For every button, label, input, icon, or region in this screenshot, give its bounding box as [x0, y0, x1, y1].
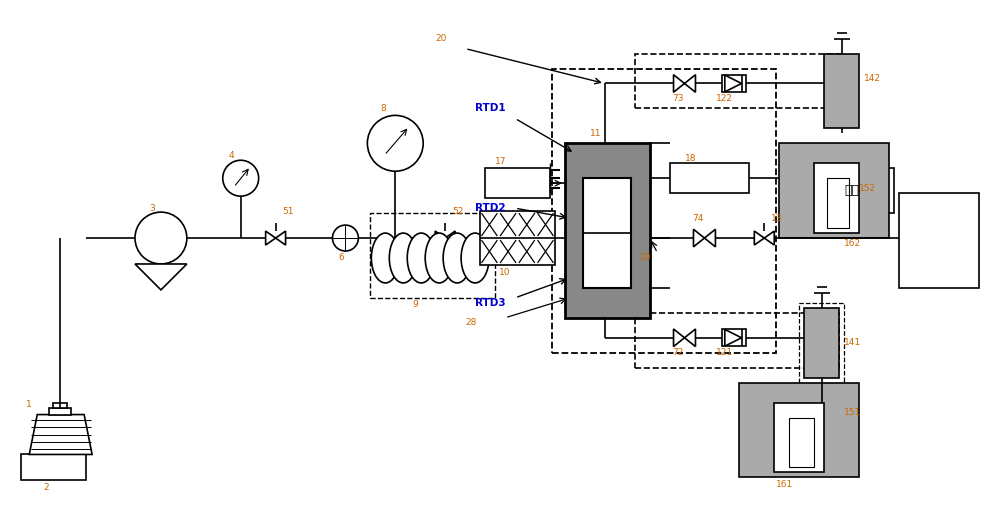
Text: RTD2: RTD2	[475, 203, 506, 213]
Bar	[583, 178, 631, 288]
Bar	[804, 308, 839, 378]
Ellipse shape	[425, 233, 453, 283]
Bar	[789, 418, 814, 467]
Polygon shape	[693, 229, 704, 247]
Ellipse shape	[443, 233, 471, 283]
Polygon shape	[684, 75, 695, 92]
Text: 1: 1	[26, 400, 32, 409]
Bar	[899, 193, 979, 288]
Text: 162: 162	[844, 239, 861, 248]
Text: 9: 9	[412, 301, 418, 309]
Text: 122: 122	[716, 94, 733, 103]
Bar	[774, 403, 824, 472]
Text: RTD1: RTD1	[475, 104, 506, 113]
Bar	[565, 143, 650, 318]
Bar	[635, 53, 844, 108]
Polygon shape	[276, 231, 286, 245]
Polygon shape	[722, 75, 746, 92]
Polygon shape	[29, 415, 92, 455]
Text: 18: 18	[684, 154, 696, 163]
Polygon shape	[266, 231, 276, 245]
Text: 29: 29	[640, 253, 651, 263]
Text: 13: 13	[771, 213, 783, 223]
Bar	[635, 313, 839, 368]
Text: 52: 52	[452, 207, 464, 215]
Polygon shape	[445, 231, 455, 245]
Ellipse shape	[461, 233, 489, 283]
Polygon shape	[674, 329, 684, 347]
Bar	[670, 163, 749, 193]
Text: 152: 152	[859, 184, 876, 193]
Bar	[814, 163, 859, 233]
Text: 11: 11	[590, 129, 601, 138]
Bar	[739, 383, 859, 478]
Circle shape	[223, 160, 259, 196]
Bar	[21, 455, 86, 480]
Text: 161: 161	[776, 480, 793, 489]
Circle shape	[135, 212, 187, 264]
Polygon shape	[435, 231, 445, 245]
Circle shape	[367, 115, 423, 171]
Text: 73: 73	[672, 94, 683, 103]
Polygon shape	[722, 329, 746, 346]
Polygon shape	[725, 75, 742, 92]
Text: 72: 72	[672, 348, 683, 357]
Text: 6: 6	[338, 253, 344, 263]
Polygon shape	[684, 329, 695, 347]
Text: 电脑: 电脑	[845, 184, 860, 196]
Text: 20: 20	[435, 34, 447, 43]
Text: 17: 17	[495, 157, 507, 166]
Polygon shape	[704, 229, 715, 247]
Bar	[53, 403, 67, 408]
Ellipse shape	[389, 233, 417, 283]
Ellipse shape	[371, 233, 399, 283]
Bar	[799, 303, 844, 383]
Bar	[370, 213, 495, 298]
Circle shape	[332, 225, 358, 251]
Text: RTD3: RTD3	[475, 298, 506, 308]
Text: 74: 74	[692, 213, 703, 223]
Text: 10: 10	[499, 268, 511, 278]
Polygon shape	[135, 264, 187, 290]
Text: 3: 3	[149, 204, 155, 212]
Text: 4: 4	[229, 151, 234, 160]
Bar	[824, 53, 859, 128]
Text: 2: 2	[43, 483, 49, 492]
Bar	[49, 408, 71, 415]
Bar	[480, 211, 555, 265]
Bar	[552, 69, 776, 353]
Bar	[779, 143, 889, 238]
Polygon shape	[674, 75, 684, 92]
Bar	[827, 178, 849, 228]
Ellipse shape	[407, 233, 435, 283]
Polygon shape	[725, 329, 742, 346]
Text: 51: 51	[283, 207, 294, 215]
Text: 121: 121	[716, 348, 733, 357]
Text: 141: 141	[844, 338, 861, 347]
Bar	[485, 168, 550, 198]
Text: 28: 28	[465, 319, 476, 327]
Polygon shape	[764, 231, 774, 245]
Text: 8: 8	[380, 104, 386, 113]
Text: 151: 151	[844, 408, 861, 417]
Text: 142: 142	[864, 74, 881, 83]
Bar	[809, 168, 894, 213]
Polygon shape	[754, 231, 764, 245]
